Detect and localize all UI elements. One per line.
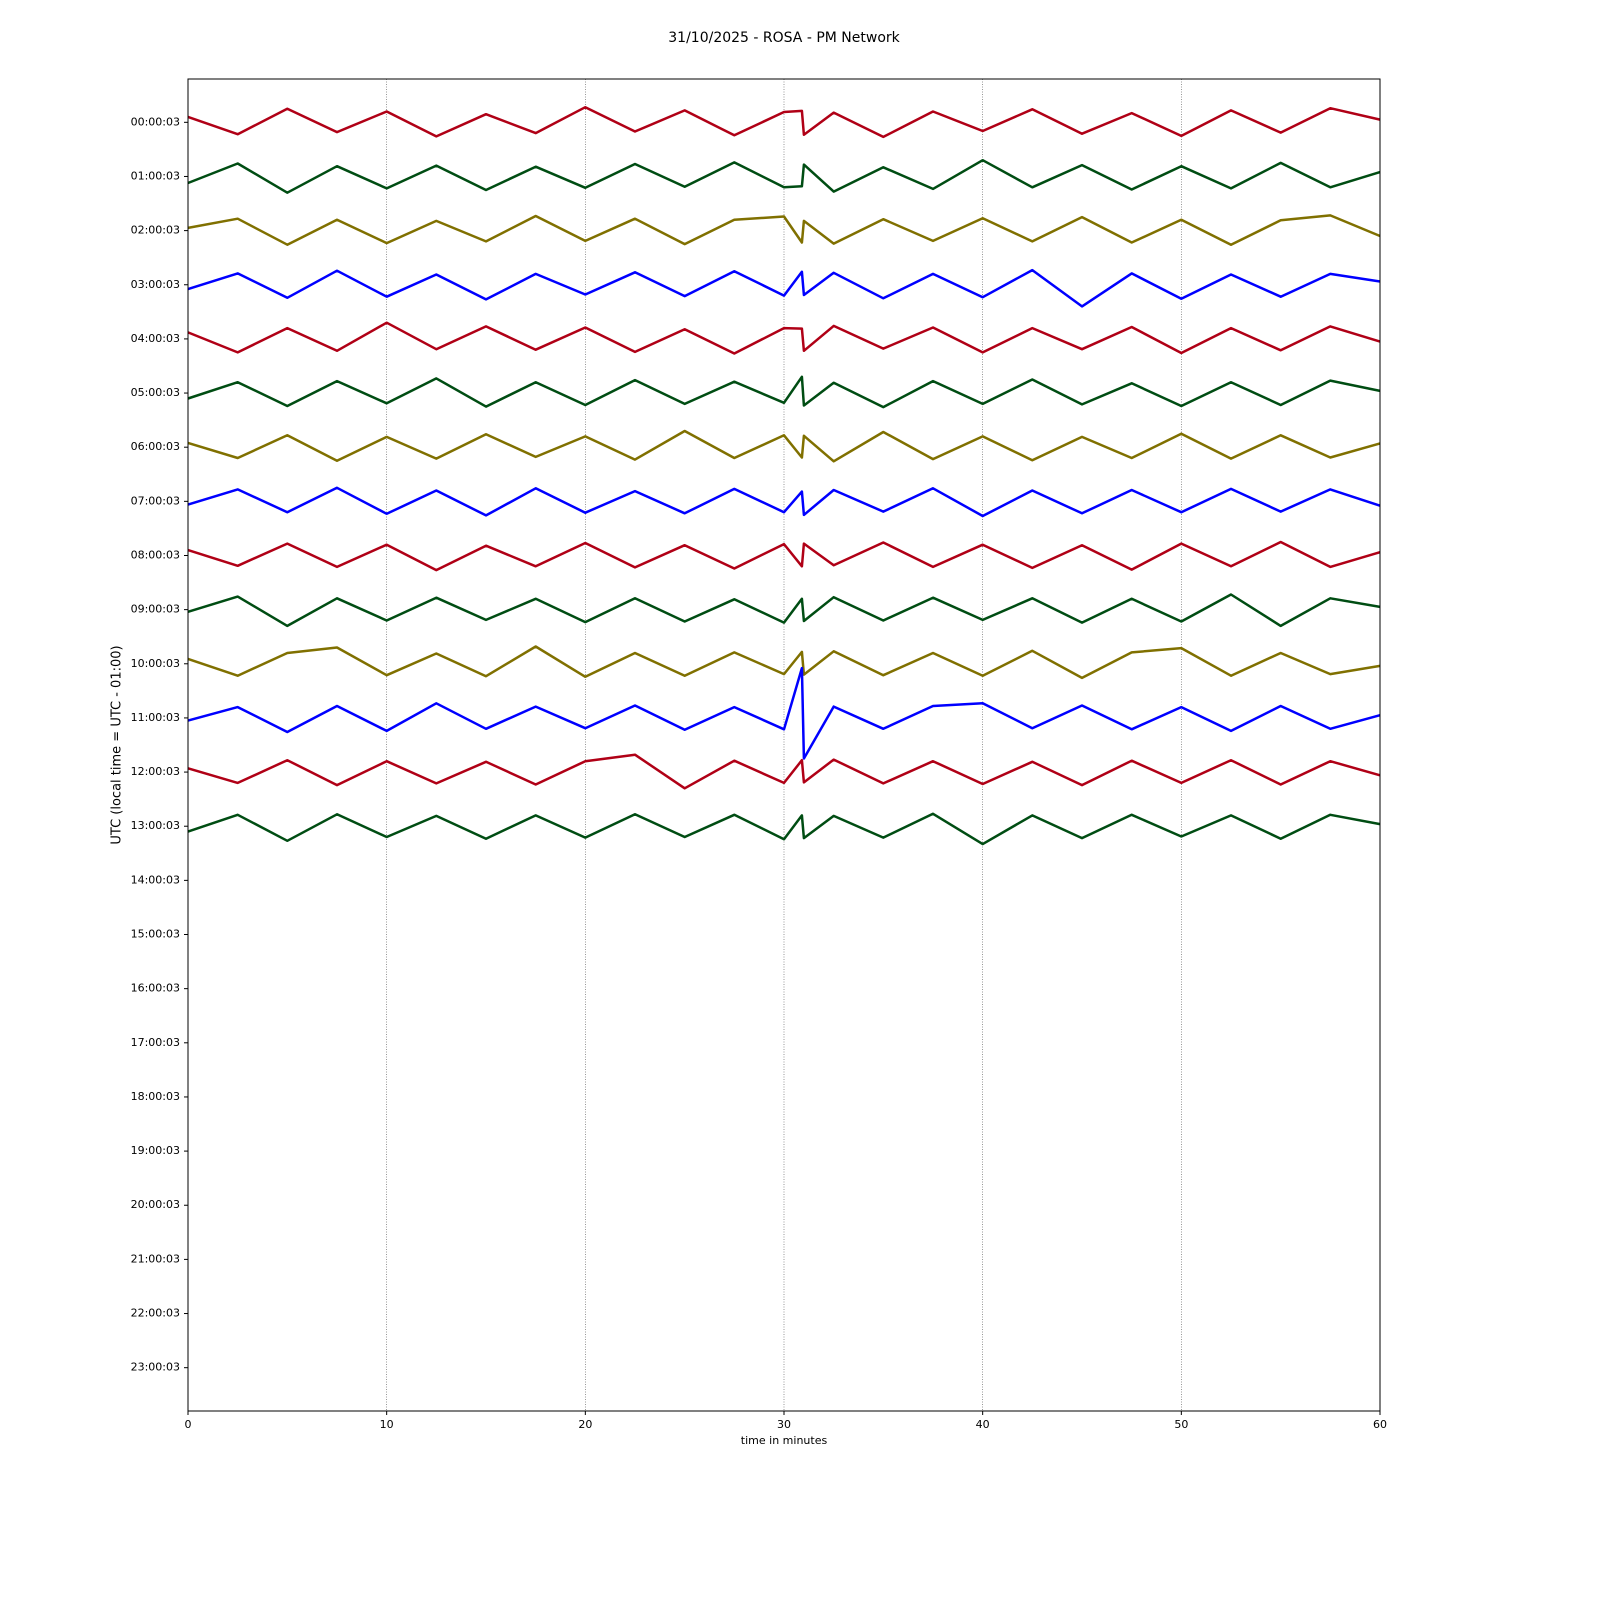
- y-tick-label: 13:00:03: [131, 819, 180, 832]
- y-tick-label: 00:00:03: [131, 115, 180, 128]
- trace: [187, 268, 1381, 308]
- y-tick-label: 09:00:03: [131, 603, 180, 616]
- trace: [187, 753, 1381, 790]
- trace: [187, 321, 1381, 355]
- y-axis-label: UTC (local time = UTC - 01:00): [110, 645, 125, 844]
- y-tick-label: 02:00:03: [131, 224, 180, 237]
- trace: [187, 486, 1381, 518]
- trace: [187, 540, 1381, 572]
- y-tick-label: 16:00:03: [131, 982, 180, 995]
- x-axis-label: time in minutes: [741, 1434, 828, 1447]
- y-tick-label: 18:00:03: [131, 1090, 180, 1103]
- y-tick-label: 20:00:03: [131, 1198, 180, 1211]
- y-tick-label: 14:00:03: [131, 873, 180, 886]
- y-tick-label: 15:00:03: [131, 928, 180, 941]
- x-tick-label: 10: [380, 1418, 394, 1431]
- trace: [187, 375, 1381, 409]
- trace: [187, 105, 1381, 139]
- y-tick-label: 21:00:03: [131, 1252, 180, 1265]
- y-tick-label: 17:00:03: [131, 1036, 180, 1049]
- trace: [187, 593, 1381, 628]
- y-tick-label: 08:00:03: [131, 548, 180, 561]
- x-tick-label: 50: [1174, 1418, 1188, 1431]
- y-tick-label: 03:00:03: [131, 278, 180, 291]
- trace: [187, 158, 1381, 194]
- y-tick-label: 19:00:03: [131, 1144, 180, 1157]
- y-tick-label: 10:00:03: [131, 657, 180, 670]
- y-tick-label: 23:00:03: [131, 1361, 180, 1374]
- trace: [187, 812, 1381, 846]
- x-tick-label: 60: [1373, 1418, 1387, 1431]
- trace: [187, 645, 1381, 680]
- x-tick-label: 30: [777, 1418, 791, 1431]
- y-tick-label: 11:00:03: [131, 711, 180, 724]
- plot-frame: [187, 78, 1381, 1412]
- trace: [187, 666, 1381, 760]
- y-tick-label: 01:00:03: [131, 169, 180, 182]
- y-tick-label: 06:00:03: [131, 440, 180, 453]
- x-tick-label: 20: [578, 1418, 592, 1431]
- trace: [187, 429, 1381, 463]
- y-tick-label: 07:00:03: [131, 494, 180, 507]
- x-tick-label: 0: [185, 1418, 192, 1431]
- y-tick-label: 05:00:03: [131, 386, 180, 399]
- trace: [187, 214, 1381, 246]
- y-tick-label: 22:00:03: [131, 1307, 180, 1320]
- chart-title: 31/10/2025 - ROSA - PM Network: [668, 30, 900, 46]
- y-tick-label: 12:00:03: [131, 765, 180, 778]
- y-tick-label: 04:00:03: [131, 332, 180, 345]
- x-tick-label: 40: [976, 1418, 990, 1431]
